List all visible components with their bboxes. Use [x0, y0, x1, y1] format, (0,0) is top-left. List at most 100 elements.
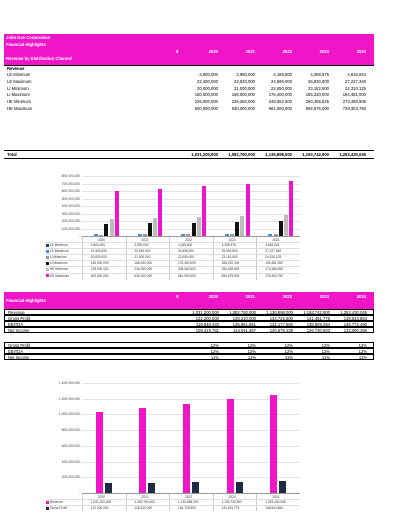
revenue-cell: 4,398,975	[310, 72, 329, 77]
x-category-label: 2022	[185, 237, 193, 242]
financial-row: Gross Profit 122,200,000 128,310,000 134,72…	[4, 315, 374, 321]
bar-he-minimum	[109, 219, 114, 236]
table-row-line	[46, 266, 300, 268]
financial-cell: 1,136,898,000	[266, 310, 293, 315]
table-value: 1,253,430,045	[265, 500, 286, 504]
gridline	[82, 221, 300, 222]
table-value: 27,227,340	[265, 249, 282, 254]
table-row-line	[46, 254, 300, 256]
table-value: 25,930,800	[221, 249, 238, 254]
legend-label: HE Minimum	[50, 267, 69, 272]
table-value: 260,465,625	[221, 267, 240, 272]
gridline	[82, 228, 300, 230]
bar-li-minimum	[142, 234, 147, 236]
y-tick-label: 1,000,000,000	[58, 412, 80, 417]
currency-symbol: $	[176, 49, 179, 54]
revenue-cell: 160,000,000	[194, 92, 218, 98]
bar-gross-profit	[148, 482, 156, 493]
revenue-cell: 21,000,000	[234, 85, 255, 91]
revenue-cell: 185,220,000	[305, 92, 329, 98]
report-subtitle: Revenue by Distribution Channel	[6, 56, 72, 61]
revenue-cell: 22,050,000	[271, 85, 292, 91]
table-value: 694,575,000	[221, 273, 240, 278]
financial-row-label: Gross Profit	[8, 316, 31, 321]
bar-le-minimum	[219, 235, 224, 237]
gridline	[82, 383, 300, 384]
margin-cell: 11%	[321, 355, 330, 360]
gridline	[82, 176, 300, 177]
table-value: 23,520,000	[134, 249, 151, 254]
year-header-4: 2024	[356, 49, 366, 54]
bar-li-maximum	[235, 222, 240, 236]
year-header-0: 2020	[208, 49, 218, 54]
bar-he-minimum	[153, 218, 158, 236]
gridline	[82, 183, 300, 185]
table-value: 194,481,000	[265, 261, 283, 266]
revenue-section-label: Revenue	[7, 66, 25, 71]
y-tick-label: 600,000,000	[61, 189, 80, 193]
x-category-label: 2023	[228, 494, 236, 499]
table-value: 24,696,000	[178, 249, 194, 254]
x-axis-baseline	[82, 493, 300, 494]
financial-cell: 141,461,775	[306, 316, 330, 321]
total-value: 1,253,430,045	[339, 152, 366, 157]
margin-cell: 12%	[358, 349, 367, 354]
y-tick-label: -	[78, 234, 80, 238]
fin-year-2: 2022	[282, 294, 292, 299]
table-value: 148,534,864	[265, 506, 283, 511]
margin-row-label: EBITDA	[8, 349, 24, 354]
bar-le-maximum	[137, 234, 142, 236]
legend-label: LI Maximum	[50, 261, 68, 266]
x-category-label: 2021	[141, 494, 149, 499]
table-separator	[125, 236, 127, 280]
x-category-label: 2020	[97, 494, 105, 499]
margin-cell: 11%	[358, 355, 367, 360]
financial-cell: 134,725,500	[269, 316, 293, 321]
y-tick-label: 400,000,000	[61, 459, 80, 464]
bar-he-maximum	[245, 183, 250, 236]
total-value: 1,082,760,000	[228, 152, 255, 157]
table-value: 225,000,000	[90, 267, 109, 272]
revenue-cell: 194,481,000	[342, 92, 366, 98]
table-value: 141,461,775	[221, 506, 240, 511]
legend-swatch	[46, 267, 49, 271]
y-tick-label: 100,000,000	[61, 226, 80, 231]
total-value: 1,136,898,000	[265, 152, 292, 157]
x-category-label: 2020	[97, 237, 105, 242]
revenue-cell: 694,575,000	[305, 106, 329, 111]
revenue-cell: 236,250,000	[231, 99, 255, 105]
revenue-row: HE Maximum 600,000,000 630,000,000 661,500,…	[4, 106, 374, 112]
y-tick-label: 700,000,000	[61, 181, 80, 186]
revenue-cell: 20,000,000	[197, 85, 218, 91]
legend-swatch	[46, 243, 49, 247]
financial-row: Revenue 1,031,200,000 1,082,760,000 1,136,8…	[4, 309, 374, 315]
legend-label: LE Maximum	[50, 249, 69, 254]
legend-swatch	[46, 500, 49, 504]
table-separator	[256, 493, 258, 511]
financial-cell: 122,200,000	[195, 316, 219, 321]
revenue-cell: 3,800,000	[199, 72, 218, 77]
financial-cell: 125,861,651	[232, 322, 256, 327]
revenue-cell: 260,465,625	[305, 99, 329, 105]
bar-le-minimum	[263, 235, 268, 237]
y-tick-label: 200,000,000	[61, 219, 80, 223]
financial-highlights-banner: Financial Highlights $ 2020 2021 2022 20…	[4, 292, 374, 309]
revenue-cell: 225,000,000	[194, 99, 218, 105]
margin-cell: 12%	[247, 343, 256, 348]
bar-he-minimum	[240, 216, 245, 236]
table-value: 23,152,500	[221, 255, 238, 260]
table-value: 273,488,906	[265, 267, 283, 272]
gridline	[82, 461, 300, 463]
bar-gross-profit	[104, 483, 112, 493]
bar-revenue	[95, 411, 103, 493]
table-value: 600,000,000	[90, 273, 109, 278]
financial-row-label: Revenue	[8, 310, 25, 315]
bar-li-maximum	[148, 223, 152, 236]
y-tick-label: 300,000,000	[61, 211, 80, 216]
table-row-line	[46, 505, 300, 507]
revenue-cell: 600,000,000	[194, 106, 218, 111]
margin-cell: 12%	[321, 343, 330, 348]
table-value: 128,310,000	[134, 506, 153, 511]
margin-row: Gross Profit 12% 12% 12% 12% 12%	[4, 342, 374, 348]
revenue-row-label: LI Maximum	[7, 92, 30, 98]
